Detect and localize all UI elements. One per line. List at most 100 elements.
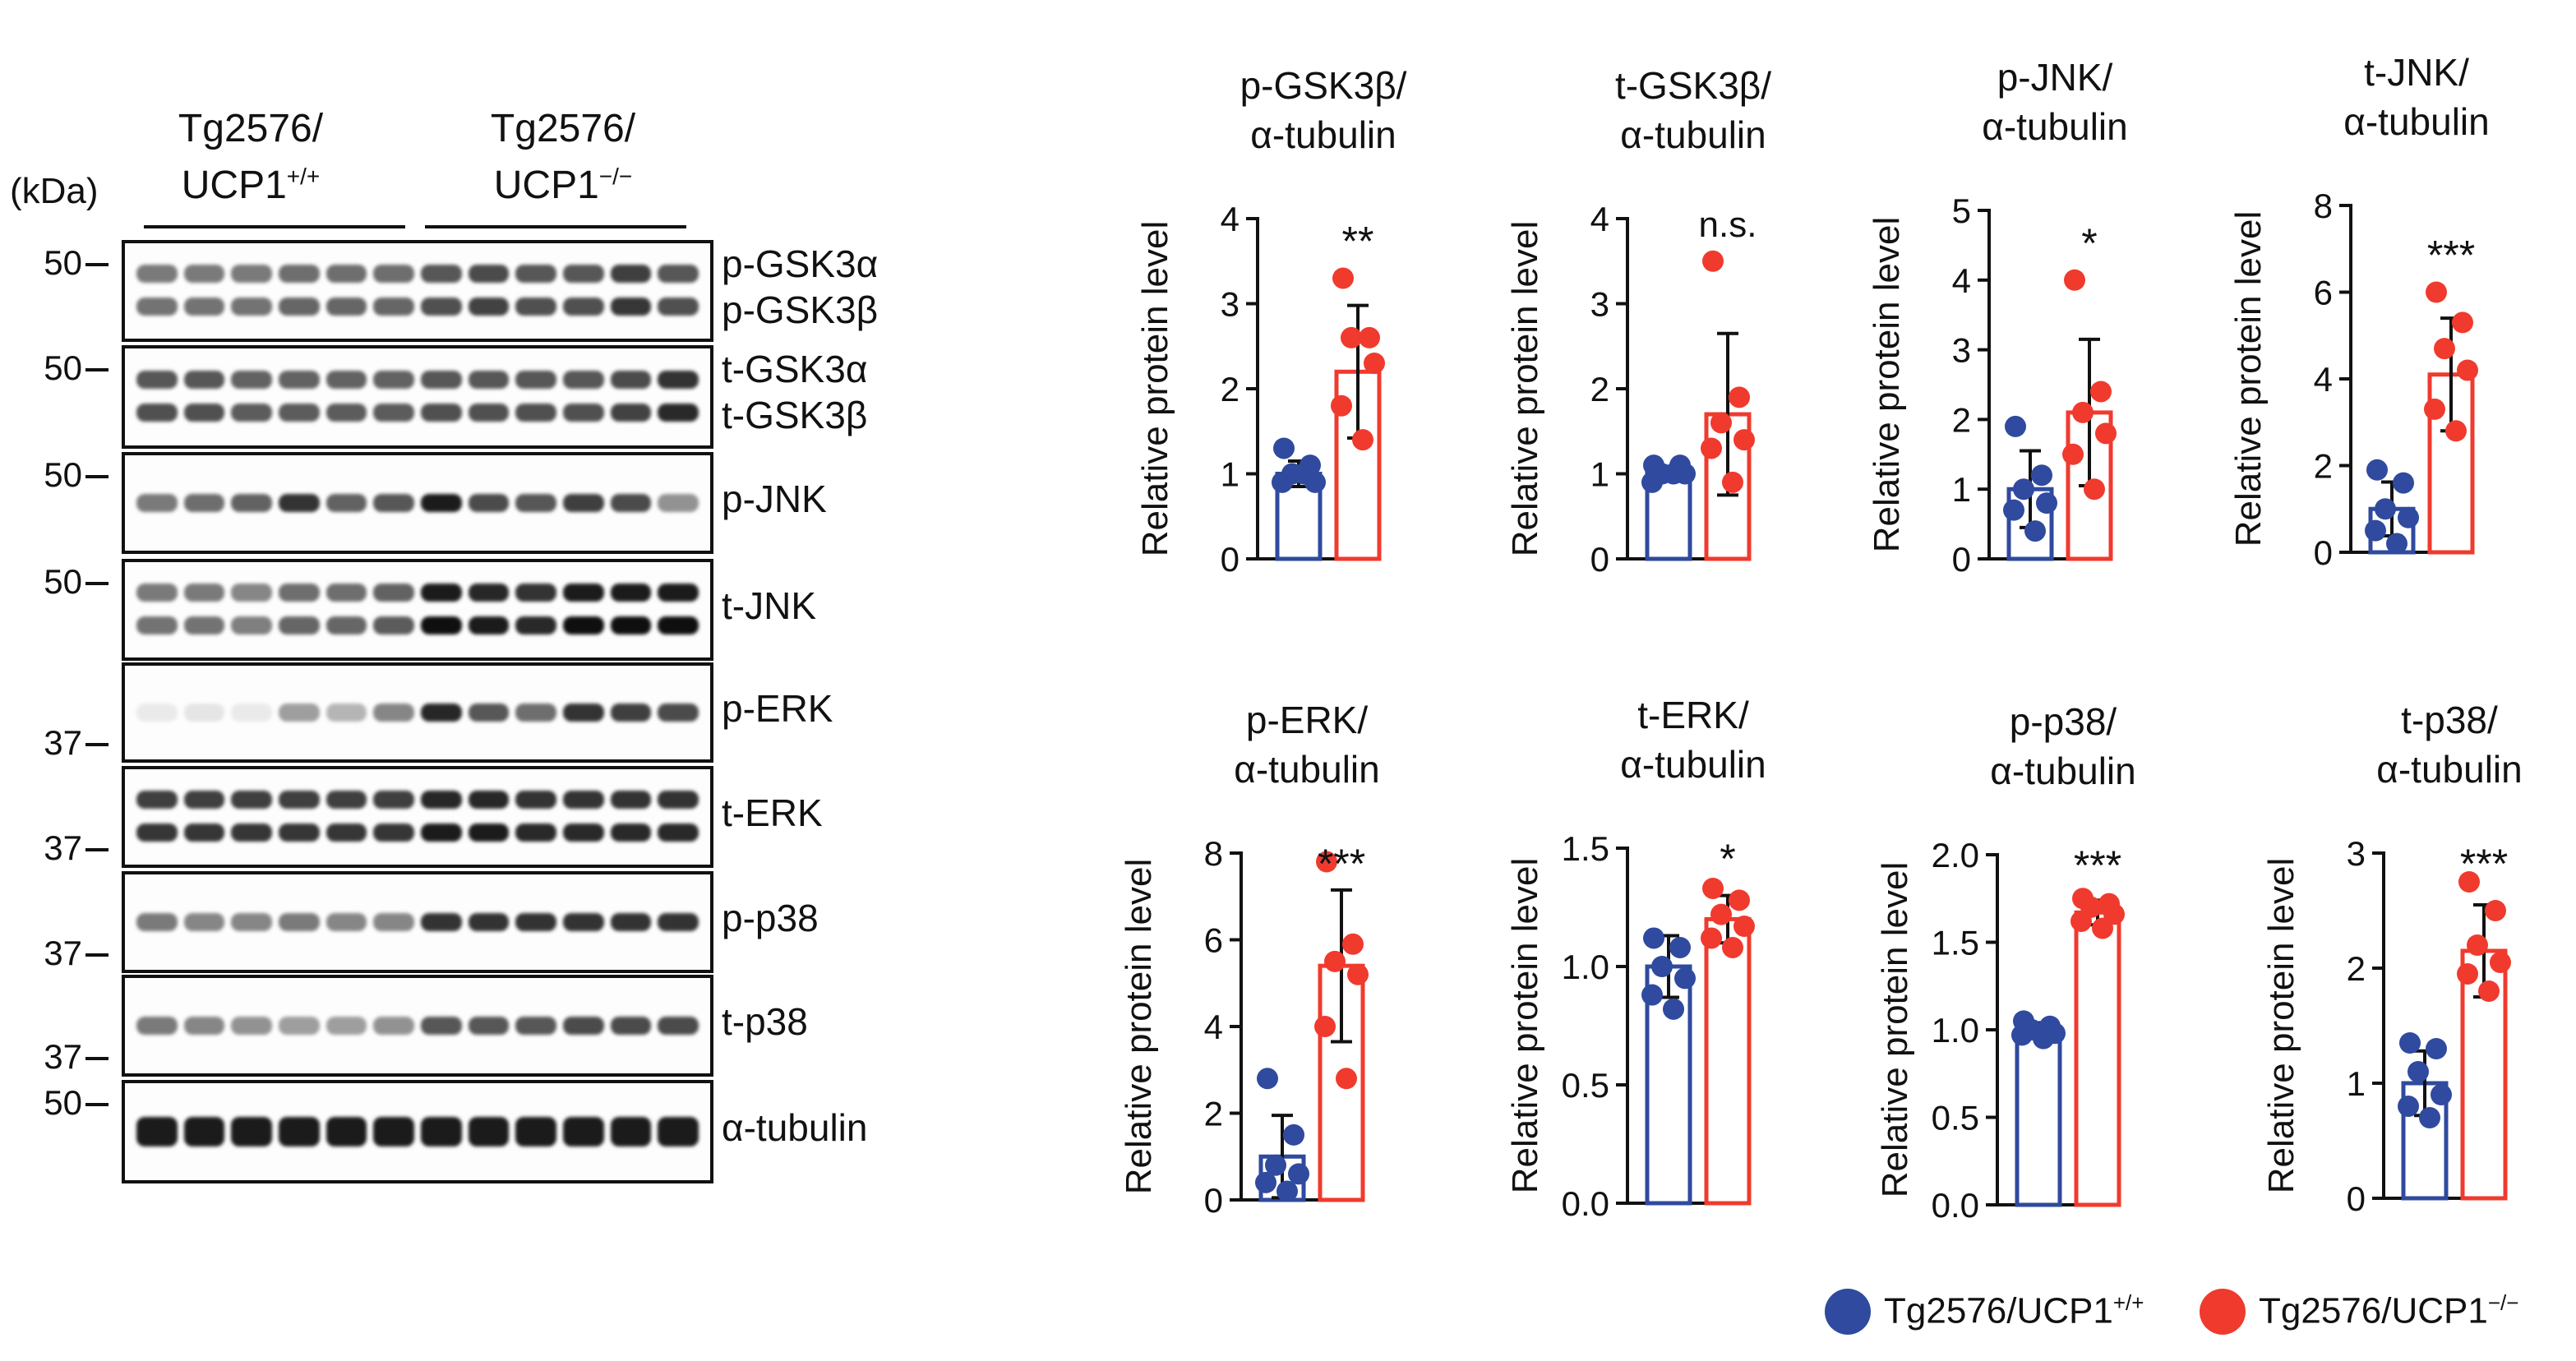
group-label-wt-genotype: +/+ — [286, 164, 321, 189]
data-point — [1352, 429, 1373, 451]
data-point — [1651, 956, 1673, 977]
chart-title: α-tubulin — [1234, 748, 1379, 791]
blot-band — [325, 1117, 367, 1146]
blot-band — [658, 791, 699, 810]
y-tick-label: 0 — [1952, 540, 1971, 579]
data-point — [1273, 437, 1295, 459]
blot-band — [610, 584, 652, 602]
data-point — [1722, 936, 1743, 958]
blot-band — [279, 265, 320, 284]
y-tick-label: 0.0 — [1932, 1186, 1979, 1225]
band-label: t-GSK3β — [722, 394, 868, 436]
blot-band — [136, 584, 178, 602]
blot-band — [373, 1017, 414, 1035]
blot-band — [279, 1017, 320, 1035]
mw-marker: 37 — [44, 934, 82, 972]
blot-band — [231, 1117, 272, 1146]
data-point — [1641, 984, 1663, 1006]
data-point — [2375, 498, 2396, 520]
y-tick-label: 4 — [1590, 200, 1609, 238]
blot-band — [136, 370, 178, 389]
data-point — [2031, 464, 2052, 487]
significance-label: * — [1720, 836, 1735, 882]
blot-band — [468, 913, 510, 931]
blot-band — [373, 913, 414, 931]
blot-band — [658, 370, 699, 389]
data-point — [1272, 471, 1293, 493]
blot-band — [515, 1017, 556, 1035]
blot-band — [515, 494, 556, 512]
blot-band — [183, 494, 225, 512]
blot-band — [515, 823, 556, 842]
blot-band — [658, 1117, 699, 1146]
blot-band — [421, 403, 462, 422]
data-point — [1283, 1123, 1304, 1146]
blot-band — [325, 616, 367, 634]
data-point — [1332, 267, 1354, 289]
data-point — [1316, 851, 1337, 873]
blot-band — [468, 791, 510, 810]
legend-swatch-ko — [2200, 1289, 2246, 1335]
data-point — [2033, 1027, 2054, 1050]
blot-band — [658, 584, 699, 602]
blot-band — [325, 265, 367, 284]
y-tick-label: 2.0 — [1932, 836, 1979, 874]
y-tick-label: 6 — [2314, 274, 2333, 312]
blot-band — [658, 704, 699, 722]
chart-title: α-tubulin — [1620, 113, 1766, 156]
data-point — [1364, 352, 1385, 374]
blot-band — [610, 823, 652, 842]
data-point — [2467, 934, 2488, 956]
data-point — [1663, 463, 1684, 485]
legend-label-wt-genotype: +/+ — [2112, 1290, 2144, 1315]
y-tick-label: 2 — [2314, 447, 2333, 486]
blot-band — [563, 791, 604, 810]
chart-title: α-tubulin — [1982, 105, 2127, 148]
data-point — [1701, 437, 1722, 459]
blot-panel-4 — [122, 559, 713, 661]
blot-band — [183, 403, 225, 422]
chart-title: p-GSK3β/ — [1240, 64, 1407, 107]
blot-band — [468, 704, 510, 722]
data-point — [1347, 963, 1369, 985]
blot-band — [468, 403, 510, 422]
chart-title: p-JNK/ — [1997, 56, 2113, 99]
y-tick-label: 0 — [1204, 1181, 1223, 1220]
blot-band — [658, 494, 699, 512]
y-tick-label: 3 — [2347, 834, 2366, 873]
y-tick-label: 0 — [1221, 540, 1240, 579]
blot-band — [325, 704, 367, 722]
y-axis-label: Relative protein level — [1505, 858, 1545, 1193]
mw-marker: 50 — [44, 455, 82, 494]
data-point — [2452, 311, 2473, 334]
blot-band — [610, 370, 652, 389]
chart-title: t-p38/ — [2401, 699, 2498, 741]
blot-band — [279, 403, 320, 422]
blot-band — [373, 494, 414, 512]
group-label-ko: Tg2576/ UCP1−/− — [427, 105, 699, 210]
mw-marker-tick — [85, 1103, 108, 1106]
mw-marker: 50 — [44, 562, 82, 601]
blot-band — [563, 1017, 604, 1035]
chart-title: t-JNK/ — [2364, 51, 2469, 94]
y-tick-label: 3 — [1952, 331, 1971, 370]
blot-band — [421, 791, 462, 810]
blot-band — [136, 913, 178, 931]
blot-panel-8 — [122, 975, 713, 1077]
band-label: t-ERK — [722, 791, 823, 834]
blot-band — [279, 584, 320, 602]
blot-band — [325, 370, 367, 389]
y-tick-label: 8 — [2314, 187, 2333, 225]
blot-band — [231, 913, 272, 931]
data-point — [2393, 472, 2414, 494]
chart-title: α-tubulin — [2376, 748, 2522, 791]
blot-band — [610, 791, 652, 810]
y-tick-label: 1.5 — [1932, 924, 1979, 962]
y-tick-label: 1 — [1221, 455, 1240, 494]
data-point — [2457, 963, 2478, 985]
mw-marker: 37 — [44, 1037, 82, 1076]
blot-band — [231, 403, 272, 422]
blot-band — [325, 823, 367, 842]
data-point — [1255, 1171, 1276, 1193]
y-tick-label: 0 — [2347, 1179, 2366, 1218]
